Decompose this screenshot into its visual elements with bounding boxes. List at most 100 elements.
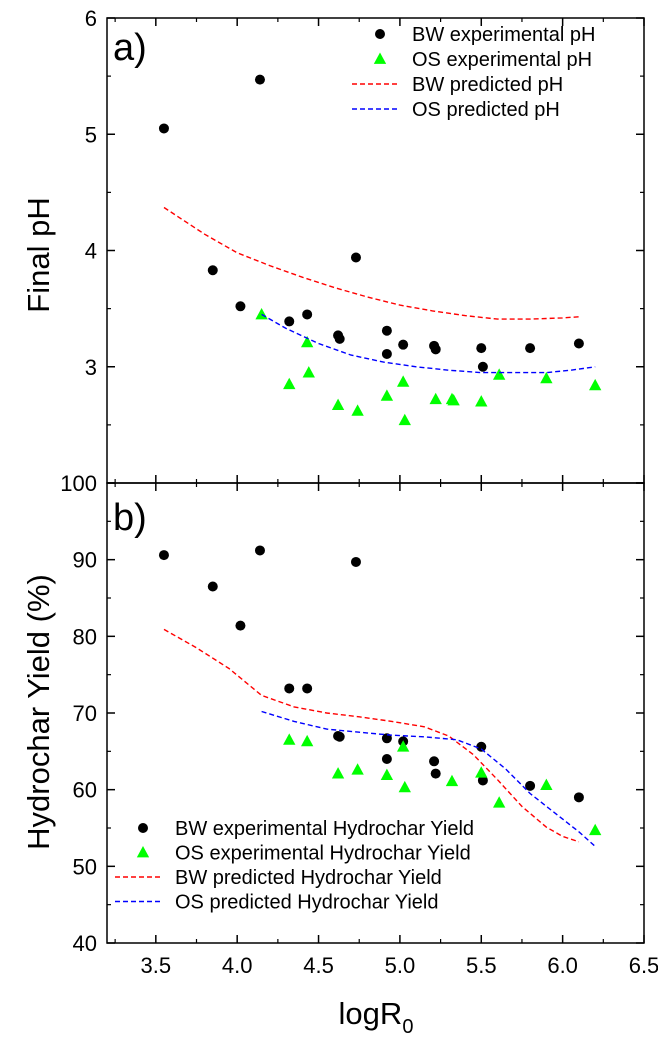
data-point-circle [284, 683, 295, 694]
y-tick-label: 80 [73, 624, 97, 649]
legend-label: BW predicted pH [412, 74, 563, 96]
panel-b-label: b) [113, 497, 147, 539]
data-point-triangle [540, 778, 553, 790]
data-point-triangle [398, 413, 411, 426]
data-point-triangle [540, 371, 553, 384]
panel-b-series [158, 545, 602, 847]
data-point-circle [284, 316, 295, 327]
data-point-circle [302, 683, 313, 694]
x-axis-title-main: logR [339, 996, 403, 1031]
legend-label: OS experimental Hydrochar Yield [175, 843, 471, 865]
y-tick-label: 60 [73, 778, 97, 803]
y-tick-label: 4 [85, 239, 97, 264]
data-point-circle [430, 344, 441, 355]
panel-a-chart: 3 4 5 6 a) Final pH BW experimental pH OS ex… [21, 6, 645, 484]
data-point-triangle [351, 763, 364, 775]
y-tick-label: 50 [73, 854, 97, 879]
x-tick-label: 6.5 [629, 953, 658, 978]
legend-label: BW experimental pH [412, 24, 595, 46]
y-tick-label: 90 [73, 548, 97, 573]
y-tick-label: 40 [73, 931, 97, 956]
legend-triangle-swatch [373, 52, 387, 64]
data-point-circle [477, 775, 488, 786]
data-point-triangle [492, 796, 506, 808]
data-point-triangle [300, 734, 314, 747]
y-tick-label: 5 [85, 122, 97, 147]
legend-triangle-swatch [136, 846, 150, 858]
legend-circle-swatch [375, 29, 385, 39]
data-point-triangle [302, 366, 315, 378]
x-tick-label: 6.0 [547, 953, 578, 978]
series-line [261, 313, 596, 374]
data-point-circle [476, 343, 487, 354]
x-tick-label: 5.5 [466, 953, 497, 978]
data-point-circle [573, 792, 584, 803]
legend-label: OS predicted pH [412, 99, 560, 121]
panel-a-label: a) [113, 27, 147, 69]
data-point-circle [381, 348, 392, 359]
data-point-circle [429, 756, 440, 767]
data-point-circle [158, 123, 169, 134]
data-point-triangle [447, 393, 460, 406]
panel-b-legend: BW experimental Hydrochar Yield OS experi… [115, 818, 474, 914]
data-point-circle [158, 550, 169, 561]
data-point-circle [334, 333, 345, 344]
series-line [163, 628, 580, 843]
data-point-triangle [396, 375, 410, 387]
x-axis-title-subscript: 0 [402, 1016, 413, 1038]
data-point-triangle [255, 307, 268, 320]
data-point-triangle [492, 368, 506, 380]
y-tick-label: 6 [85, 6, 97, 31]
data-point-circle [254, 545, 265, 556]
data-point-circle [477, 361, 488, 372]
legend-label: BW experimental Hydrochar Yield [175, 818, 474, 840]
data-point-circle [254, 74, 265, 85]
data-point-circle [350, 556, 361, 567]
data-point-triangle [300, 335, 314, 348]
series-line [163, 206, 579, 320]
data-point-triangle [429, 392, 442, 405]
x-tick-label: 5.0 [385, 953, 416, 978]
series-line [261, 710, 596, 847]
panel-b-axes: 3.5 4.0 4.5 5.0 5.5 6.0 6.5 40 50 60 70 80 90 100 [60, 471, 658, 978]
data-point-circle [573, 338, 584, 349]
legend-circle-swatch [138, 823, 148, 833]
data-point-triangle [396, 740, 410, 752]
data-point-circle [398, 339, 409, 350]
y-tick-label: 70 [73, 701, 97, 726]
panel-a-legend: BW experimental pH OS experimental pH BW p… [352, 24, 595, 121]
data-point-triangle [589, 823, 602, 836]
panel-b-y-axis-title: Hydrochar Yield (%) [21, 574, 56, 850]
data-point-circle [334, 731, 345, 742]
data-point-triangle [380, 768, 394, 780]
panel-a-y-axis-title: Final pH [21, 197, 56, 312]
data-point-circle [207, 265, 218, 276]
y-tick-label: 100 [60, 471, 97, 496]
data-point-triangle [380, 389, 394, 401]
data-point-triangle [331, 398, 345, 410]
x-axis-title: logR0 [339, 996, 414, 1038]
data-point-triangle [283, 377, 296, 390]
data-point-circle [207, 581, 218, 592]
x-tick-label: 4.5 [303, 953, 334, 978]
data-point-triangle [589, 378, 602, 391]
x-tick-label: 4.0 [222, 953, 253, 978]
data-point-triangle [445, 774, 459, 787]
data-point-triangle [331, 767, 345, 779]
legend-label: OS predicted Hydrochar Yield [175, 892, 438, 914]
data-point-circle [525, 780, 536, 791]
data-point-triangle [283, 733, 296, 745]
x-tick-label: 3.5 [141, 953, 172, 978]
data-point-circle [525, 343, 536, 354]
panel-a-series [158, 74, 602, 426]
data-point-circle [381, 754, 392, 764]
data-point-circle [350, 252, 361, 263]
legend-label: OS experimental pH [412, 49, 592, 71]
data-point-triangle [475, 766, 488, 778]
data-point-circle [302, 309, 313, 320]
data-point-circle [430, 768, 441, 779]
y-tick-label: 3 [85, 355, 97, 380]
data-point-circle [381, 733, 392, 744]
